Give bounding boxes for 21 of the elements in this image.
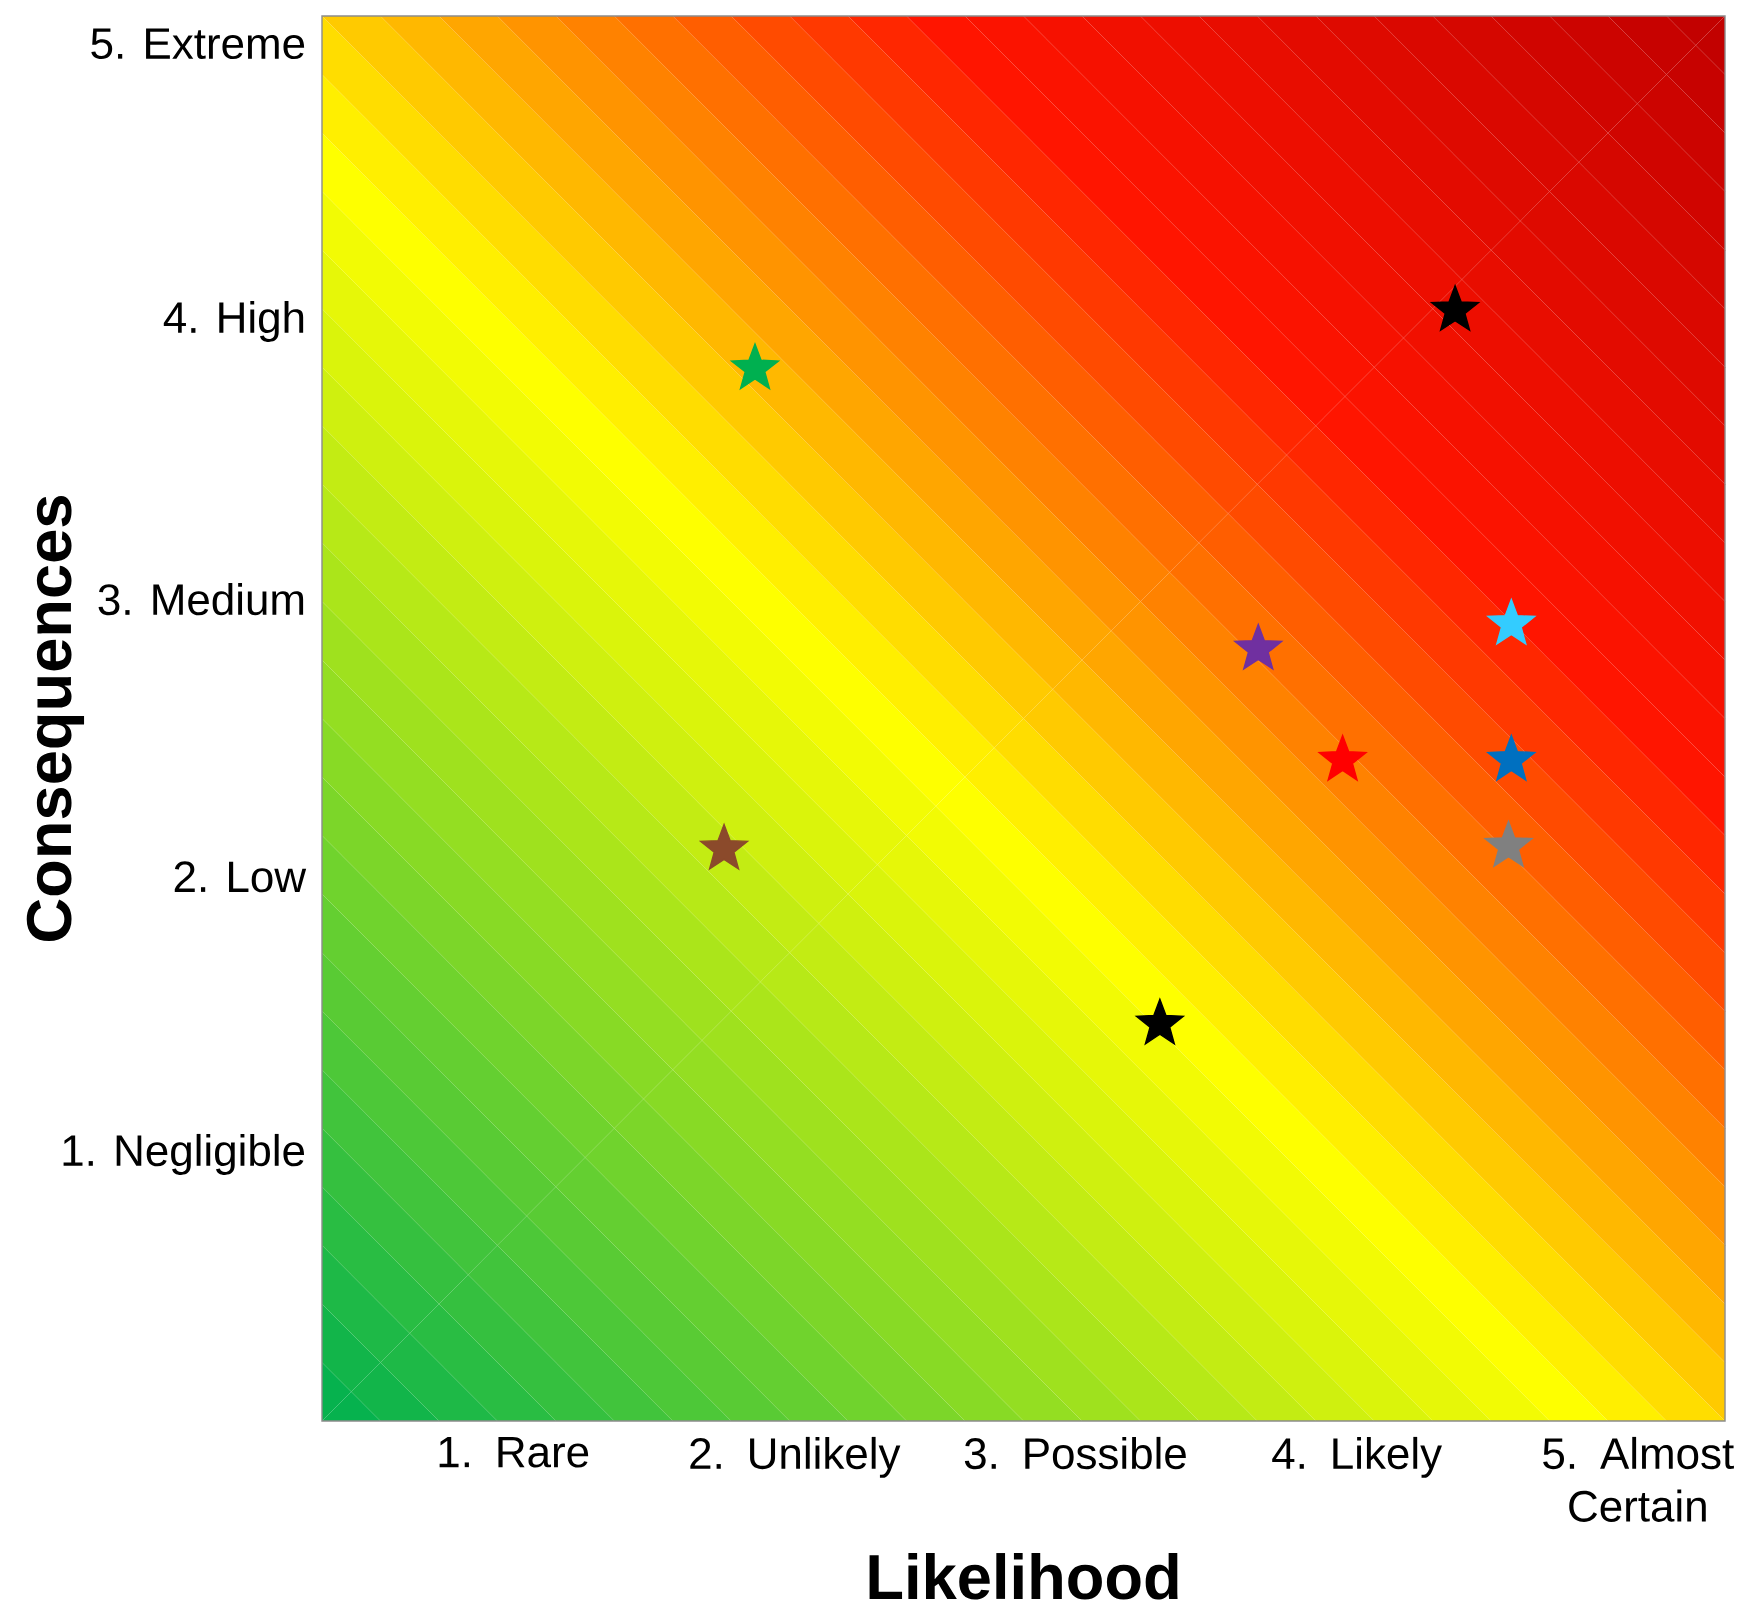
point: [1430, 285, 1480, 331]
point: [699, 823, 749, 870]
point: [1487, 598, 1536, 645]
y-tick-label: 5. Extreme: [91, 28, 305, 60]
point: [1135, 998, 1184, 1045]
x-tick-label: 5. Almost Certain: [1543, 1436, 1734, 1522]
x-tick-label: 3. Possible: [964, 1436, 1186, 1470]
y-tick-label: 4. High: [163, 300, 304, 342]
x-axis-title: Likelihood: [869, 1553, 1178, 1600]
y-tick-label: 2. Low: [174, 861, 307, 893]
y-tick-label: 3. Medium: [98, 582, 304, 616]
point: [730, 343, 780, 390]
point: [1318, 734, 1367, 781]
point: [1484, 820, 1533, 867]
point: [1487, 734, 1536, 781]
x-tick-label: 4. Likely: [1272, 1436, 1442, 1478]
y-axis-title: Consequences: [26, 496, 85, 941]
point: [1234, 623, 1283, 670]
x-tick-label: 2. Unlikely: [690, 1436, 901, 1478]
y-tick-label: 1. Negligible: [63, 1133, 305, 1175]
x-tick-label: 1. Rare: [439, 1436, 589, 1468]
